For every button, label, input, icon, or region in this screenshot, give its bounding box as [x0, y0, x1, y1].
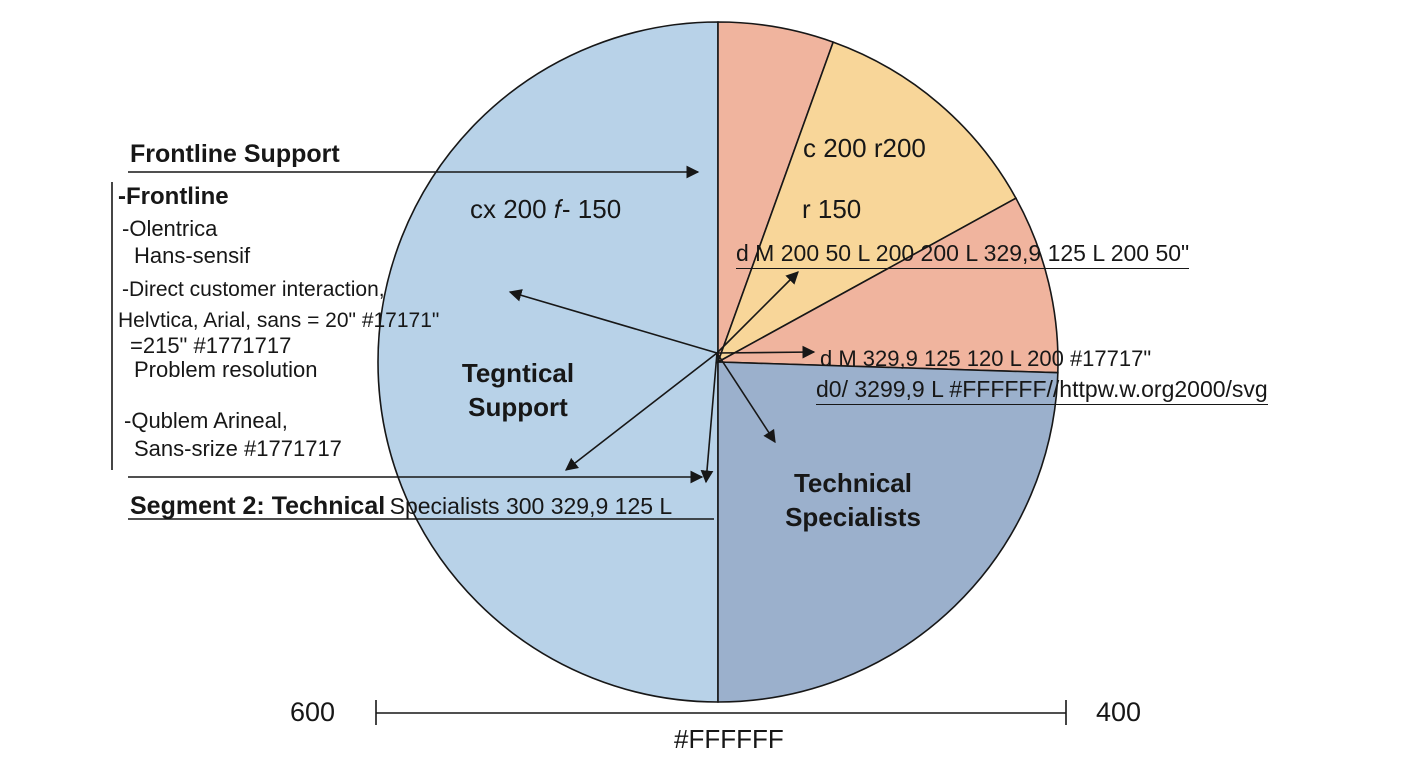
spoke-arrow-lower-left: [564, 352, 718, 471]
helvtica-text: Helvtica, Arial, sans = 20" #17171": [118, 309, 440, 332]
pie-slice-4: [715, 197, 1059, 374]
axis-label-left: 600: [290, 697, 336, 727]
qublem-text: -Qublem Arineal,: [124, 408, 288, 433]
eq-215-text: =215" #1771717: [130, 333, 292, 358]
direct-customer-text: -Direct customer interaction,: [122, 278, 385, 301]
path3-label: d0/ 3299,9 L #FFFFFF//httpw.w.org2000/sv…: [816, 376, 1268, 405]
frontline-support-title: Frontline Support: [130, 140, 340, 168]
technical-specialists-label: Technical Specialists: [770, 466, 936, 534]
path1-label: d M 200 50 L 200 200 L 329,9 125 L 200 5…: [736, 240, 1190, 269]
spoke-arrow-upper-right: [716, 271, 799, 354]
spoke-arrow-upper-left: [508, 289, 718, 354]
path2-label: d M 329,9 125 120 L 200 #17717": [820, 346, 1152, 371]
tegntical-line1: Tegntical: [461, 358, 575, 388]
frontline-heading: -Frontline: [118, 183, 229, 210]
spoke-arrow-down: [700, 352, 718, 484]
segment2-label: Segment 2: Technical Specialists 300 329…: [130, 492, 672, 521]
segment2-rest-text: Specialists 300 329,9 125 L: [389, 493, 673, 519]
technical-line1: Technical: [793, 468, 912, 498]
axis-label-right: 400: [1096, 697, 1142, 727]
pie-slice-5: [717, 361, 1059, 703]
tegntical-support-label: Tegntical Support: [440, 356, 596, 424]
axis-label-bottom: #FFFFFF: [674, 724, 784, 754]
tegntical-line2: Support: [468, 392, 568, 422]
olentrica-text: -Olentrica: [122, 216, 218, 241]
sans-srize-text: Sans-srize #1771717: [134, 436, 342, 461]
technical-line2: Specialists: [785, 502, 921, 532]
spoke-arrow-lower-right: [716, 352, 776, 444]
segment2-bold-text: Segment 2: Technical: [130, 492, 386, 520]
problem-resolution-text: Problem resolution: [134, 357, 318, 382]
spoke-arrow-right: [716, 345, 816, 359]
pie-slice-1: [377, 21, 719, 703]
hans-sensif-text: Hans-sensif: [134, 243, 251, 268]
r150-label: r 150: [802, 194, 862, 224]
cx-label: cx 200 𝑓- 150: [470, 194, 622, 224]
c200-label: c 200 r200: [803, 133, 926, 163]
